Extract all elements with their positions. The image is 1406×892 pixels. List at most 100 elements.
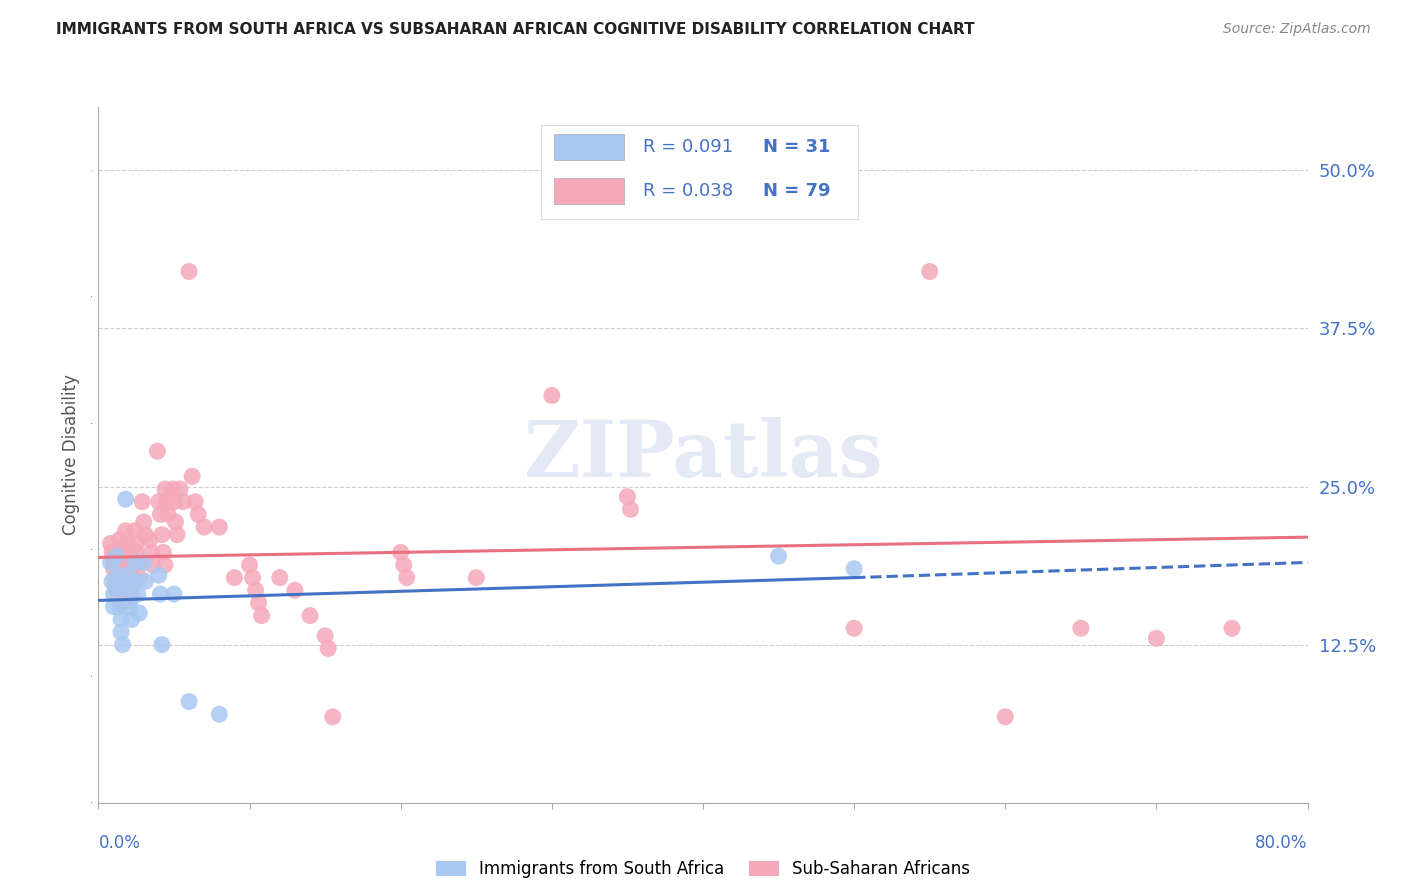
Point: [131, 494, 153, 508]
Point: [104, 578, 127, 592]
Point: [389, 545, 412, 559]
Point: [150, 638, 173, 652]
Point: [100, 536, 122, 550]
Point: [918, 264, 941, 278]
Point: [616, 490, 638, 504]
Text: R = 0.038: R = 0.038: [643, 182, 733, 201]
Point: [101, 545, 124, 559]
Point: [108, 599, 131, 614]
Point: [172, 494, 194, 508]
Bar: [554, 134, 624, 161]
Point: [284, 583, 307, 598]
Point: [1070, 621, 1092, 635]
Point: [127, 587, 149, 601]
Point: [540, 388, 562, 402]
Point: [111, 638, 134, 652]
Point: [465, 571, 488, 585]
Point: [103, 553, 125, 567]
Text: N = 31: N = 31: [762, 138, 831, 156]
Point: [844, 621, 866, 635]
Text: R = 0.091: R = 0.091: [643, 138, 733, 156]
Point: [316, 641, 339, 656]
Point: [395, 571, 418, 585]
Point: [103, 562, 125, 576]
Point: [128, 606, 150, 620]
Point: [134, 527, 156, 541]
Point: [247, 596, 270, 610]
Point: [110, 553, 132, 567]
Point: [124, 556, 146, 570]
Point: [392, 558, 415, 572]
Point: [156, 508, 179, 522]
Point: [187, 508, 209, 522]
Text: IMMIGRANTS FROM SOUTH AFRICA VS SUBSAHARAN AFRICAN COGNITIVE DISABILITY CORRELAT: IMMIGRANTS FROM SOUTH AFRICA VS SUBSAHAR…: [56, 22, 974, 37]
Point: [114, 524, 136, 538]
Legend: Immigrants from South Africa, Sub-Saharan Africans: Immigrants from South Africa, Sub-Sahara…: [429, 854, 977, 885]
Point: [169, 482, 191, 496]
Point: [124, 524, 146, 538]
Point: [132, 515, 155, 529]
Point: [121, 587, 143, 601]
Point: [1220, 621, 1243, 635]
Point: [107, 591, 129, 605]
Point: [139, 533, 162, 547]
Point: [245, 583, 267, 598]
Point: [108, 542, 131, 557]
Text: ZIPatlas: ZIPatlas: [523, 417, 883, 493]
Point: [208, 520, 231, 534]
Point: [101, 574, 124, 589]
Point: [148, 494, 170, 508]
Point: [994, 710, 1017, 724]
Point: [115, 568, 138, 582]
Text: Source: ZipAtlas.com: Source: ZipAtlas.com: [1223, 22, 1371, 37]
Point: [104, 571, 127, 585]
Point: [163, 587, 186, 601]
Point: [108, 533, 131, 547]
Point: [120, 566, 142, 580]
Point: [114, 492, 136, 507]
Point: [103, 599, 125, 614]
Point: [250, 608, 273, 623]
Point: [155, 494, 177, 508]
Point: [314, 629, 336, 643]
Point: [118, 545, 141, 559]
Point: [108, 581, 131, 595]
Point: [110, 612, 132, 626]
Point: [153, 558, 176, 572]
Point: [142, 558, 165, 572]
Point: [111, 571, 134, 585]
Point: [118, 556, 141, 570]
Text: 0.0%: 0.0%: [98, 834, 141, 852]
Point: [1144, 632, 1167, 646]
Point: [125, 545, 148, 559]
Point: [148, 568, 170, 582]
Point: [111, 578, 134, 592]
Point: [181, 469, 204, 483]
Point: [299, 608, 322, 623]
Point: [134, 574, 156, 589]
Point: [166, 527, 188, 541]
Point: [239, 558, 262, 572]
Point: [322, 710, 344, 724]
Point: [163, 494, 186, 508]
Point: [127, 556, 149, 570]
Point: [269, 571, 291, 585]
Point: [242, 571, 264, 585]
Point: [146, 444, 169, 458]
Point: [162, 482, 184, 496]
Point: [150, 527, 173, 541]
Point: [165, 515, 187, 529]
Point: [120, 599, 142, 614]
Point: [132, 556, 155, 570]
Point: [153, 482, 176, 496]
Point: [179, 695, 201, 709]
Point: [103, 587, 125, 601]
Point: [115, 536, 138, 550]
Point: [114, 593, 136, 607]
Point: [149, 587, 172, 601]
Point: [107, 568, 129, 582]
Point: [110, 625, 132, 640]
Text: N = 79: N = 79: [762, 182, 831, 201]
Point: [193, 520, 215, 534]
Point: [105, 583, 128, 598]
